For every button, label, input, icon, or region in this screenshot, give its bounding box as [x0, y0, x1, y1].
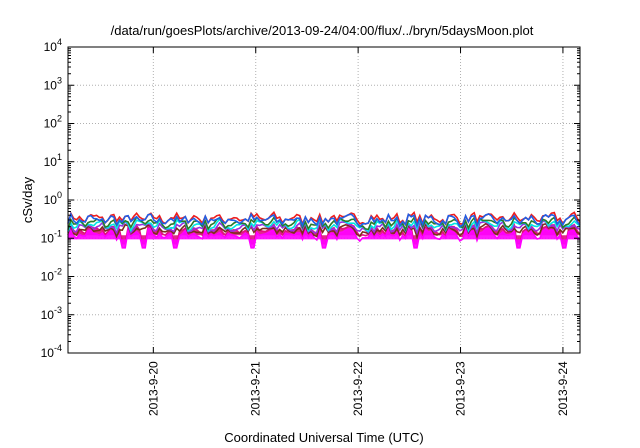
- series-area: [68, 228, 580, 248]
- x-tick-label: 2013-9-24: [556, 361, 570, 416]
- x-tick-label: 2013-9-20: [146, 361, 160, 416]
- y-tick-label: 100: [44, 190, 62, 207]
- y-tick-label: 10-3: [41, 305, 62, 322]
- x-axis: 2013-9-20 2013-9-21 2013-9-22 2013-9-23 2013…: [146, 47, 570, 416]
- x-tick-label: 2013-9-21: [249, 361, 263, 416]
- y-tick-label: 103: [44, 75, 62, 92]
- y-tick-exponent: -1: [54, 228, 62, 238]
- y-tick-exponent: -2: [54, 267, 62, 277]
- y-axis-label: cSv/day: [20, 176, 35, 223]
- y-tick-label: 104: [44, 37, 62, 54]
- y-tick-exponent: -4: [54, 343, 62, 353]
- series-line: [67, 214, 581, 232]
- y-tick-label: 10-4: [41, 343, 62, 360]
- x-tick-label: 2013-9-23: [454, 361, 468, 416]
- series-line: [67, 226, 581, 249]
- series-line: [67, 211, 581, 229]
- series-group: [67, 210, 581, 249]
- y-tick-exponent: -3: [54, 305, 62, 315]
- y-tick-label: 10-2: [41, 267, 62, 284]
- grid: [68, 47, 580, 353]
- x-axis-label: Coordinated Universal Time (UTC): [224, 430, 423, 445]
- y-tick-label: 10-1: [41, 228, 62, 245]
- y-tick-label: 101: [44, 152, 62, 169]
- y-tick-exponent: 2: [57, 114, 62, 124]
- y-tick-label: 102: [44, 114, 62, 131]
- y-tick-exponent: 1: [57, 152, 62, 162]
- series-line: [67, 222, 581, 240]
- chart-title: /data/run/goesPlots/archive/2013-09-24/0…: [111, 23, 534, 38]
- y-tick-exponent: 3: [57, 75, 62, 85]
- y-tick-exponent: 4: [57, 37, 62, 47]
- x-tick-label: 2013-9-22: [351, 361, 365, 416]
- y-tick-exponent: 0: [57, 190, 62, 200]
- series-line: [67, 219, 581, 236]
